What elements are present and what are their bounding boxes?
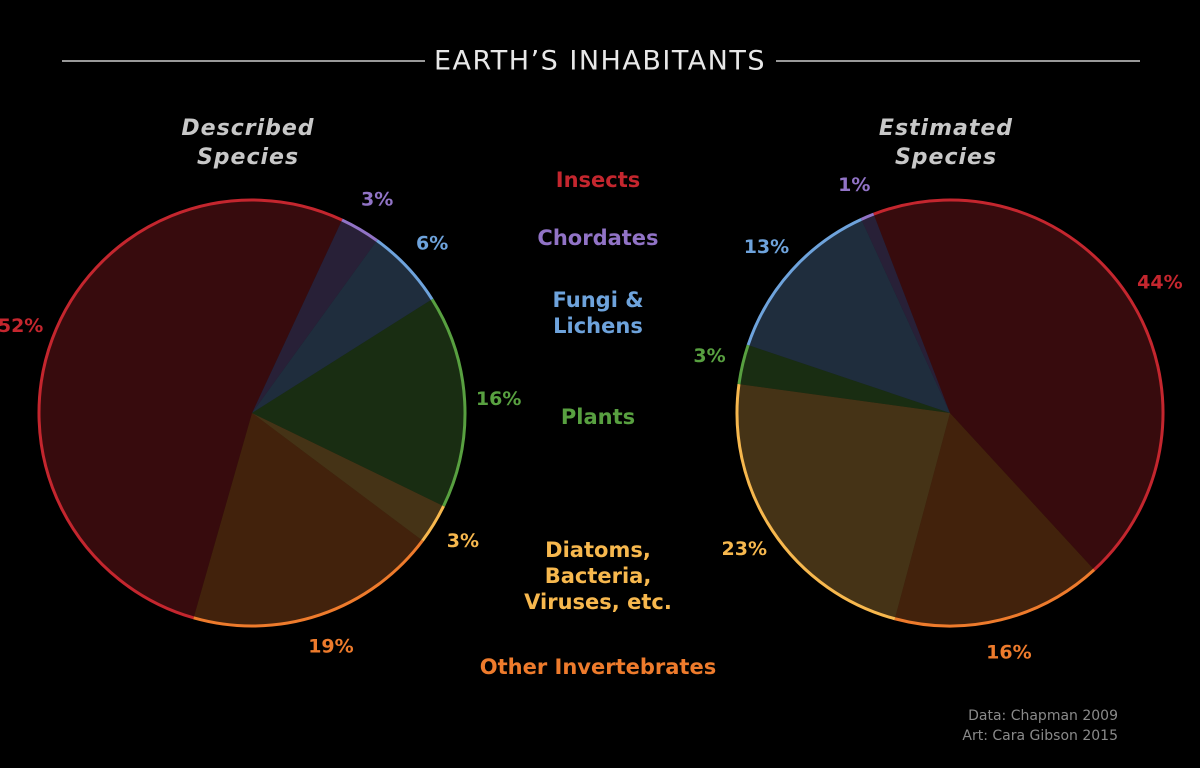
category-label: Insects <box>555 168 641 192</box>
value-label: 3% <box>361 189 393 211</box>
slice <box>252 413 444 541</box>
slice-rim <box>894 568 1096 628</box>
pie-background <box>39 200 465 626</box>
slice <box>252 219 377 413</box>
slice-rim <box>737 344 750 385</box>
pie-background <box>737 200 1163 626</box>
category-label: Diatoms, Bacteria, Viruses, etc. <box>524 538 672 614</box>
value-label: 3% <box>447 530 479 552</box>
credit: Art: Cara Gibson 2015 <box>962 728 1118 744</box>
value-label: 44% <box>1137 271 1182 293</box>
value-label: 6% <box>416 232 448 254</box>
slice <box>738 345 950 413</box>
chart-title: EARTH’S INHABITANTS <box>434 46 766 77</box>
slice <box>861 214 950 413</box>
slice-rim <box>376 239 434 301</box>
value-label: 23% <box>722 538 767 560</box>
slice <box>873 199 1164 570</box>
slice-rim <box>193 539 424 628</box>
slice <box>748 219 950 413</box>
slice-rim <box>746 217 862 346</box>
slice <box>736 384 950 619</box>
value-label: 3% <box>693 345 725 367</box>
slice <box>252 240 433 413</box>
slice <box>252 299 466 507</box>
slice-rim <box>873 198 1165 571</box>
slice-rim <box>735 383 896 621</box>
slice-rim <box>421 505 445 542</box>
value-label: 19% <box>308 636 353 658</box>
value-label: 1% <box>838 174 870 196</box>
slice <box>894 413 1095 626</box>
category-label: Plants <box>560 405 636 429</box>
slice-rim <box>37 198 343 620</box>
series-title: Described Species <box>181 116 315 170</box>
value-label: 52% <box>0 315 43 337</box>
slice <box>193 413 423 626</box>
slice <box>38 199 343 618</box>
category-label: Chordates <box>537 226 659 250</box>
value-label: 16% <box>476 388 521 410</box>
category-label: Fungi & Lichens <box>552 288 644 338</box>
category-label: Other Invertebrates <box>479 655 717 679</box>
value-label: 16% <box>986 641 1031 663</box>
slice-rim <box>860 212 875 221</box>
credit: Data: Chapman 2009 <box>968 708 1118 724</box>
slice-rim <box>341 218 378 242</box>
series-title: Estimated Species <box>878 116 1014 170</box>
slice-rim <box>430 298 467 507</box>
value-label: 13% <box>744 236 789 258</box>
